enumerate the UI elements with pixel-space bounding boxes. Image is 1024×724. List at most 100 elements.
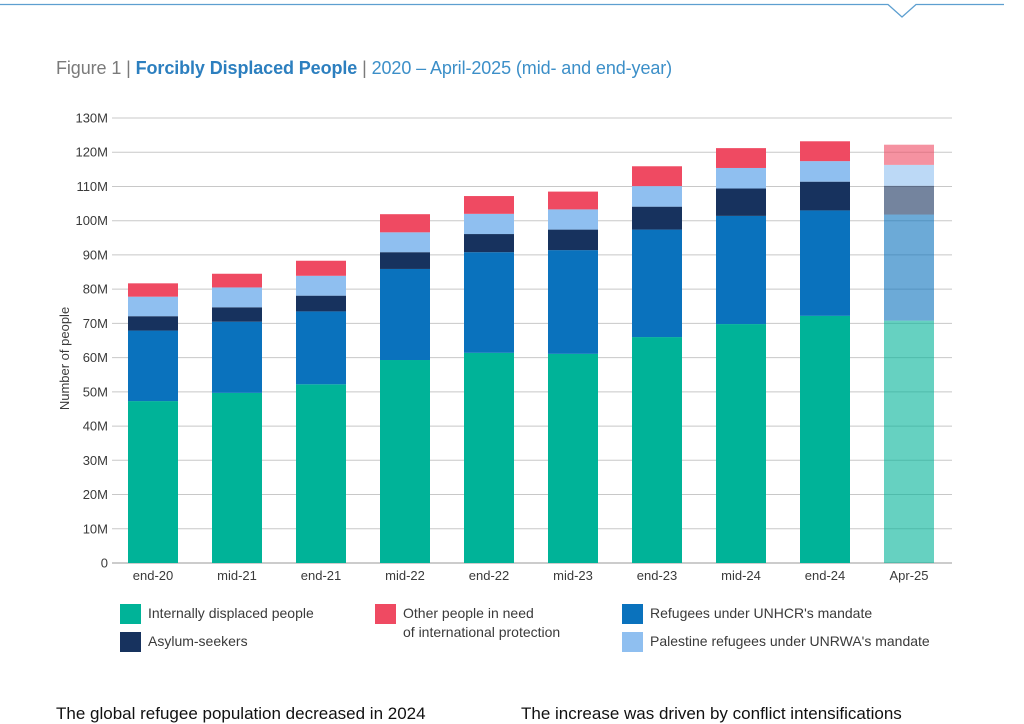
bar-segment-palestine — [128, 296, 178, 317]
bar-segment-idp — [128, 401, 178, 563]
bar-segment-other — [548, 191, 598, 210]
bar-segment-other — [884, 144, 934, 165]
y-tick-label: 90M — [83, 247, 108, 262]
bar-segment-idp — [800, 315, 850, 563]
bar-segment-idp — [548, 353, 598, 563]
chart-legend: Internally displaced people Other people … — [120, 604, 1000, 664]
bar-segment-refugees — [884, 214, 934, 321]
bar-segment-refugees — [800, 210, 850, 316]
bar-segment-refugees — [128, 330, 178, 402]
bar-segment-refugees — [716, 215, 766, 325]
bar-segment-asylum — [884, 185, 934, 215]
bar-segment-asylum — [296, 295, 346, 312]
top-rule — [0, 3, 1004, 18]
bar-segment-idp — [212, 392, 262, 563]
x-tick-label: end-24 — [805, 568, 845, 583]
bar-segment-refugees — [296, 311, 346, 385]
x-tick-label: mid-23 — [553, 568, 593, 583]
legend-swatch — [375, 604, 396, 624]
y-tick-label: 110M — [76, 179, 108, 194]
bar-segment-idp — [632, 337, 682, 563]
y-tick-label: 0 — [101, 556, 108, 571]
legend-item-other: Other people in need of international pr… — [375, 604, 560, 642]
legend-swatch — [622, 604, 643, 624]
bar-segment-palestine — [464, 213, 514, 235]
body-text-right: The increase was driven by conflict inte… — [521, 704, 902, 723]
top-rule-line — [0, 3, 1004, 18]
legend-item-asylum: Asylum-seekers — [120, 632, 248, 652]
bar-segment-refugees — [380, 268, 430, 361]
x-tick-label: mid-21 — [217, 568, 257, 583]
bar-segment-other — [464, 196, 514, 214]
bar-segment-asylum — [380, 252, 430, 269]
legend-item-idp: Internally displaced people — [120, 604, 314, 624]
figure-main-title: Forcibly Displaced People — [135, 58, 358, 78]
bar-segment-other — [800, 141, 850, 162]
bar-segment-palestine — [212, 287, 262, 308]
y-tick-label: 100M — [75, 213, 108, 228]
y-tick-label: 80M — [83, 282, 108, 297]
x-tick-label: mid-22 — [385, 568, 425, 583]
bar-segment-idp — [380, 360, 430, 563]
bar-segment-other — [296, 260, 346, 276]
y-tick-label: 120M — [75, 145, 108, 160]
legend-label: Other people in need of international pr… — [403, 605, 561, 640]
body-text: The global refugee population decreased … — [0, 704, 1024, 724]
legend-swatch — [622, 632, 643, 652]
bar-segment-palestine — [800, 161, 850, 182]
bar-segment-asylum — [464, 234, 514, 253]
legend-label: Internally displaced people — [148, 605, 314, 621]
bar-segment-idp — [716, 324, 766, 563]
legend-item-palestine: Palestine refugees under UNRWA's mandate — [622, 632, 930, 652]
bar-segment-palestine — [296, 275, 346, 296]
bar-segment-refugees — [212, 321, 262, 393]
bar-segment-refugees — [632, 229, 682, 338]
bar-segment-idp — [884, 320, 934, 563]
y-tick-label: 130M — [75, 111, 108, 126]
legend-item-refugees: Refugees under UNHCR's mandate — [622, 604, 872, 624]
bar-segment-asylum — [128, 316, 178, 331]
y-tick-label: 20M — [83, 487, 108, 502]
x-tick-label: end-22 — [469, 568, 509, 583]
bar-segment-asylum — [800, 181, 850, 211]
bar-segment-other — [128, 283, 178, 297]
bar-segment-idp — [464, 352, 514, 563]
bar-segment-other — [212, 273, 262, 288]
y-tick-label: 30M — [83, 453, 108, 468]
figure-number: Figure 1 — [56, 58, 122, 78]
x-tick-label: end-23 — [637, 568, 677, 583]
bar-segment-idp — [296, 384, 346, 563]
subtitle-separator: | — [357, 58, 372, 78]
legend-label: Refugees under UNHCR's mandate — [650, 605, 873, 621]
legend-swatch — [120, 632, 141, 652]
figure-subtitle: 2020 – April-2025 (mid- and end-year) — [371, 58, 673, 78]
y-axis-title: Number of people — [57, 307, 72, 410]
bar-segment-palestine — [548, 209, 598, 230]
bar-segment-palestine — [380, 232, 430, 253]
bar-segment-other — [632, 166, 682, 187]
y-tick-label: 70M — [83, 316, 108, 331]
bar-segment-palestine — [632, 186, 682, 207]
x-tick-label: end-21 — [301, 568, 341, 583]
bar-segment-other — [380, 214, 430, 233]
bar-segment-palestine — [884, 164, 934, 186]
bar-segment-refugees — [464, 252, 514, 353]
bar-segment-other — [716, 148, 766, 168]
legend-label: Palestine refugees under UNRWA's mandate — [650, 633, 930, 649]
y-tick-label: 60M — [83, 350, 108, 365]
x-tick-label: mid-24 — [721, 568, 761, 583]
y-tick-label: 40M — [83, 419, 108, 434]
x-tick-label: Apr-25 — [889, 568, 928, 583]
stacked-bar-chart: 0 10M 20M 30M 40M 50M 60M 70M 80M 90M 100M 110M 120M… — [57, 111, 952, 583]
figure-title: Figure 1 | Forcibly Displaced People | 2… — [56, 58, 672, 79]
legend-swatch — [120, 604, 141, 624]
x-tick-label: end-20 — [133, 568, 173, 583]
bar-segment-refugees — [548, 250, 598, 354]
bar-segment-asylum — [716, 188, 766, 216]
bar-segment-palestine — [716, 167, 766, 189]
y-tick-label: 10M — [83, 521, 108, 536]
bar-segment-asylum — [632, 206, 682, 230]
bar-segment-asylum — [548, 229, 598, 251]
bar-segment-asylum — [212, 307, 262, 322]
legend-label: Asylum-seekers — [148, 633, 248, 649]
